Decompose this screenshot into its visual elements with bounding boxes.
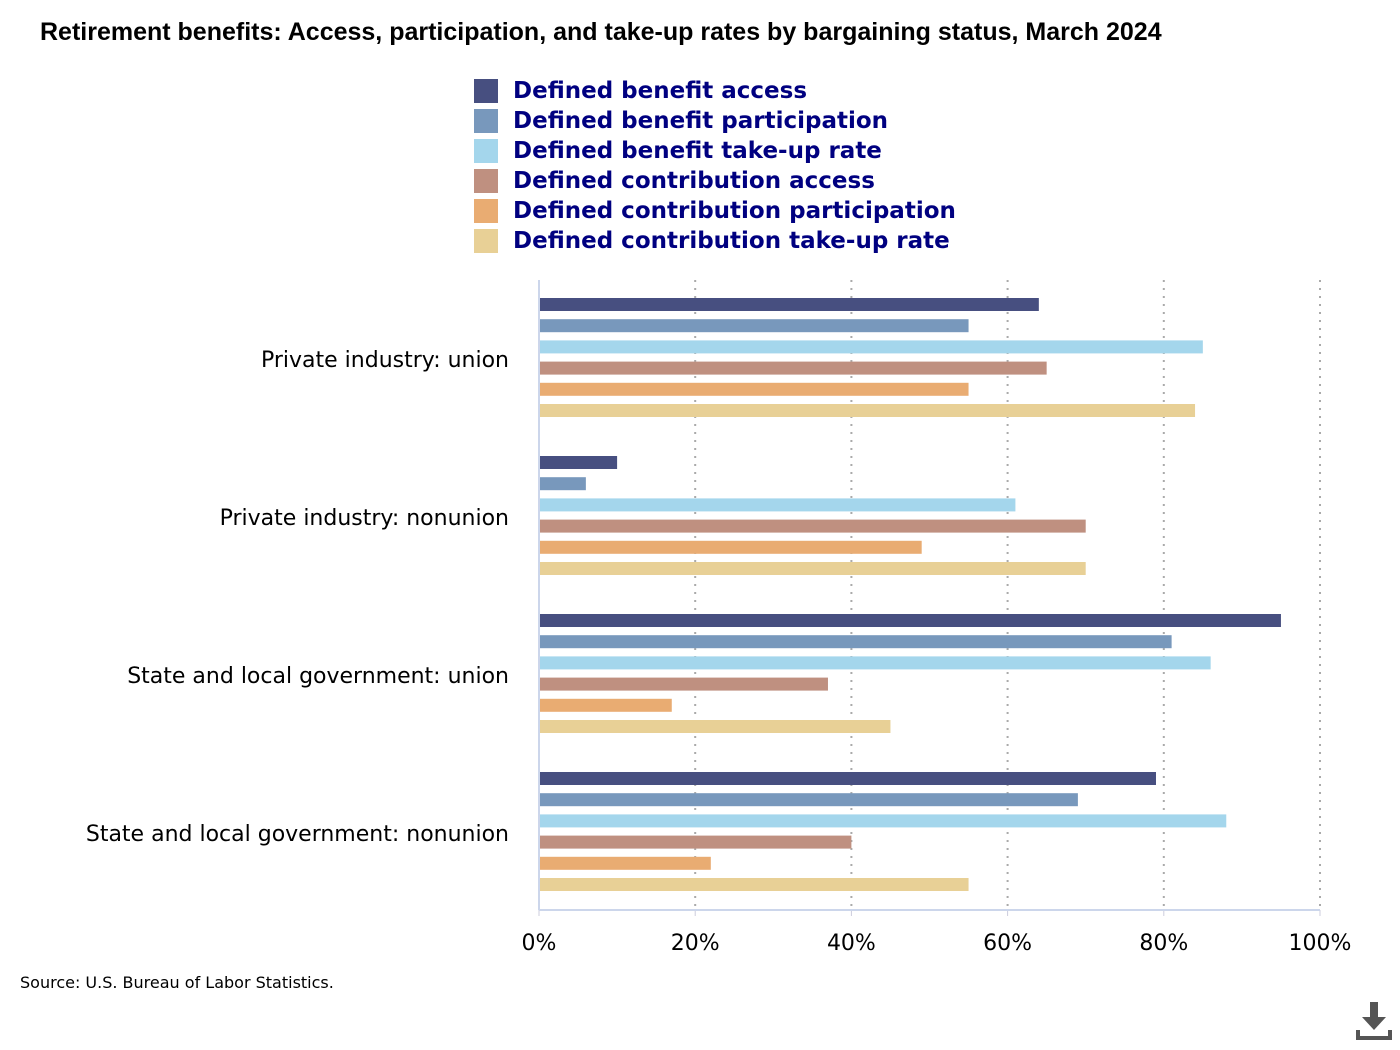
bar <box>540 498 1016 512</box>
legend-label: Defined benefit access <box>513 78 808 104</box>
bar <box>540 878 969 891</box>
x-tick-label: 60% <box>983 931 1032 956</box>
bar <box>540 319 969 333</box>
legend-item[interactable]: Defined benefit access <box>474 76 956 106</box>
legend-item[interactable]: Defined benefit take-up rate <box>474 136 956 166</box>
bar <box>540 382 969 396</box>
bar <box>540 614 1281 627</box>
legend-swatch <box>474 199 498 223</box>
x-tick-label: 0% <box>522 931 557 956</box>
legend-swatch <box>474 139 498 163</box>
bar <box>540 540 922 554</box>
legend-item[interactable]: Defined benefit participation <box>474 106 956 136</box>
category-label: Private industry: nonunion <box>220 506 509 531</box>
download-icon[interactable] <box>1354 1000 1394 1044</box>
bar <box>540 814 1227 828</box>
x-tick-label: 20% <box>671 931 720 956</box>
chart-title: Retirement benefits: Access, participati… <box>40 18 1162 46</box>
legend-label: Defined benefit take-up rate <box>513 138 882 164</box>
legend-label: Defined contribution take-up rate <box>513 228 950 254</box>
category-label: State and local government: union <box>127 664 509 689</box>
legend-label: Defined contribution access <box>513 168 875 194</box>
legend-item[interactable]: Defined contribution participation <box>474 196 956 226</box>
legend-swatch <box>474 109 498 133</box>
legend-swatch <box>474 79 498 103</box>
legend-swatch <box>474 229 498 253</box>
bar <box>540 720 891 733</box>
bar <box>540 772 1156 785</box>
bar <box>540 519 1086 533</box>
bar <box>540 477 586 491</box>
x-tick-label: 100% <box>1289 931 1352 956</box>
bar <box>540 793 1078 807</box>
bar <box>540 404 1196 417</box>
bar <box>540 856 711 870</box>
x-tick-label: 40% <box>827 931 876 956</box>
bar <box>540 677 828 691</box>
source-note: Source: U.S. Bureau of Labor Statistics. <box>20 973 334 992</box>
legend-label: Defined contribution participation <box>513 198 956 224</box>
bar <box>540 635 1172 649</box>
bar <box>540 656 1211 670</box>
legend-item[interactable]: Defined contribution take-up rate <box>474 226 956 256</box>
bar <box>540 340 1203 354</box>
category-label: State and local government: nonunion <box>86 822 509 847</box>
bar <box>540 562 1086 575</box>
bar <box>540 361 1047 375</box>
bar <box>540 698 672 712</box>
category-label: Private industry: union <box>261 348 509 373</box>
bar <box>540 835 852 849</box>
legend-item[interactable]: Defined contribution access <box>474 166 956 196</box>
x-tick-label: 80% <box>1139 931 1188 956</box>
legend: Defined benefit access Defined benefit pa… <box>474 76 956 256</box>
legend-swatch <box>474 169 498 193</box>
bar <box>540 298 1039 311</box>
bar <box>540 456 618 469</box>
legend-label: Defined benefit participation <box>513 108 889 134</box>
